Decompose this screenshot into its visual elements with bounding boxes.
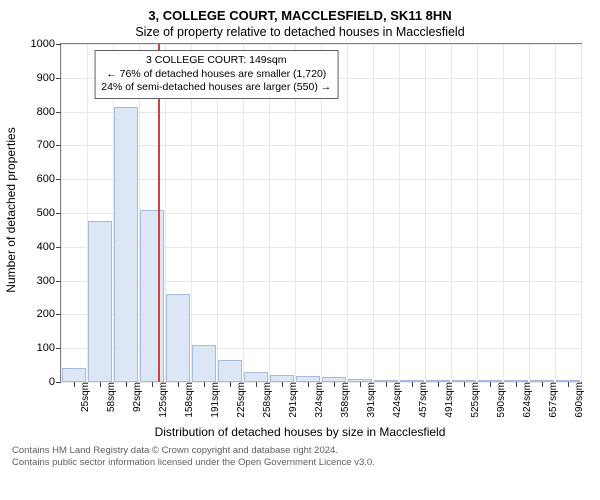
- histogram-bar: [140, 210, 164, 382]
- histogram-bar: [218, 360, 242, 382]
- x-tick-mark: [282, 382, 283, 387]
- x-tick-label: 324sqm: [312, 382, 325, 418]
- info-line-2: ← 76% of detached houses are smaller (1,…: [101, 68, 331, 82]
- y-tick-label: 300: [19, 275, 61, 287]
- y-tick-label: 600: [19, 173, 61, 185]
- histogram-bar: [270, 375, 294, 382]
- x-tick-label: 291sqm: [286, 382, 299, 418]
- x-tick-mark: [568, 382, 569, 387]
- gridline-v: [425, 44, 426, 382]
- histogram-bar: [244, 372, 268, 382]
- x-tick-mark: [386, 382, 387, 387]
- x-tick-mark: [178, 382, 179, 387]
- x-tick-label: 624sqm: [520, 382, 533, 418]
- y-tick-label: 200: [19, 308, 61, 320]
- x-tick-label: 125sqm: [156, 382, 169, 418]
- y-tick-mark: [56, 382, 61, 383]
- gridline-v: [373, 44, 374, 382]
- y-tick-label: 500: [19, 207, 61, 219]
- histogram-bar: [62, 368, 86, 382]
- x-tick-label: 225sqm: [234, 382, 247, 418]
- gridline-v: [529, 44, 530, 382]
- x-tick-label: 391sqm: [364, 382, 377, 418]
- x-tick-mark: [360, 382, 361, 387]
- y-tick-label: 800: [19, 106, 61, 118]
- x-tick-mark: [256, 382, 257, 387]
- y-tick-label: 700: [19, 139, 61, 151]
- y-tick-label: 400: [19, 241, 61, 253]
- plot-area-wrap: 0100200300400500600700800900100025sqm58s…: [60, 43, 582, 423]
- footer: Contains HM Land Registry data © Crown c…: [12, 445, 588, 469]
- gridline-v: [347, 44, 348, 382]
- x-tick-mark: [308, 382, 309, 387]
- x-tick-mark: [334, 382, 335, 387]
- gridline-v: [477, 44, 478, 382]
- y-tick-label: 1000: [19, 38, 61, 50]
- footer-line-2: Contains public sector information licen…: [12, 457, 588, 469]
- gridline-v: [555, 44, 556, 382]
- histogram-bar: [166, 294, 190, 382]
- x-tick-mark: [204, 382, 205, 387]
- histogram-bar: [192, 345, 216, 382]
- gridline-v: [503, 44, 504, 382]
- x-tick-mark: [100, 382, 101, 387]
- gridline-v: [399, 44, 400, 382]
- x-tick-label: 158sqm: [182, 382, 195, 418]
- x-tick-mark: [464, 382, 465, 387]
- gridline-v: [581, 44, 582, 382]
- x-tick-mark: [542, 382, 543, 387]
- x-axis-label: Distribution of detached houses by size …: [8, 425, 592, 439]
- x-tick-label: 457sqm: [416, 382, 429, 418]
- x-tick-label: 358sqm: [338, 382, 351, 418]
- y-axis-label: Number of detached properties: [4, 127, 18, 292]
- y-tick-label: 0: [19, 376, 61, 388]
- x-tick-mark: [126, 382, 127, 387]
- x-tick-label: 258sqm: [260, 382, 273, 418]
- gridline-v: [451, 44, 452, 382]
- x-tick-label: 424sqm: [390, 382, 403, 418]
- footer-line-1: Contains HM Land Registry data © Crown c…: [12, 445, 588, 457]
- x-tick-mark: [230, 382, 231, 387]
- x-tick-mark: [152, 382, 153, 387]
- plot-area: 0100200300400500600700800900100025sqm58s…: [60, 43, 582, 383]
- y-tick-label: 900: [19, 72, 61, 84]
- info-line-1: 3 COLLEGE COURT: 149sqm: [101, 54, 331, 68]
- x-tick-label: 25sqm: [78, 382, 91, 412]
- histogram-bar: [88, 221, 112, 382]
- address-title: 3, COLLEGE COURT, MACCLESFIELD, SK11 8HN: [8, 8, 592, 23]
- histogram-bar: [114, 107, 138, 382]
- x-tick-label: 191sqm: [208, 382, 221, 418]
- info-line-3: 24% of semi-detached houses are larger (…: [101, 81, 331, 95]
- x-tick-label: 525sqm: [468, 382, 481, 418]
- x-tick-label: 491sqm: [442, 382, 455, 418]
- chart-subtitle: Size of property relative to detached ho…: [8, 25, 592, 39]
- info-box: 3 COLLEGE COURT: 149sqm ← 76% of detache…: [94, 50, 338, 99]
- x-tick-label: 590sqm: [494, 382, 507, 418]
- x-tick-label: 58sqm: [104, 382, 117, 412]
- x-tick-mark: [412, 382, 413, 387]
- x-tick-label: 690sqm: [572, 382, 585, 418]
- gridline-v: [61, 44, 62, 382]
- x-tick-mark: [74, 382, 75, 387]
- y-tick-label: 100: [19, 342, 61, 354]
- x-tick-mark: [490, 382, 491, 387]
- x-tick-mark: [438, 382, 439, 387]
- x-tick-label: 92sqm: [130, 382, 143, 412]
- x-tick-mark: [516, 382, 517, 387]
- x-tick-label: 657sqm: [546, 382, 559, 418]
